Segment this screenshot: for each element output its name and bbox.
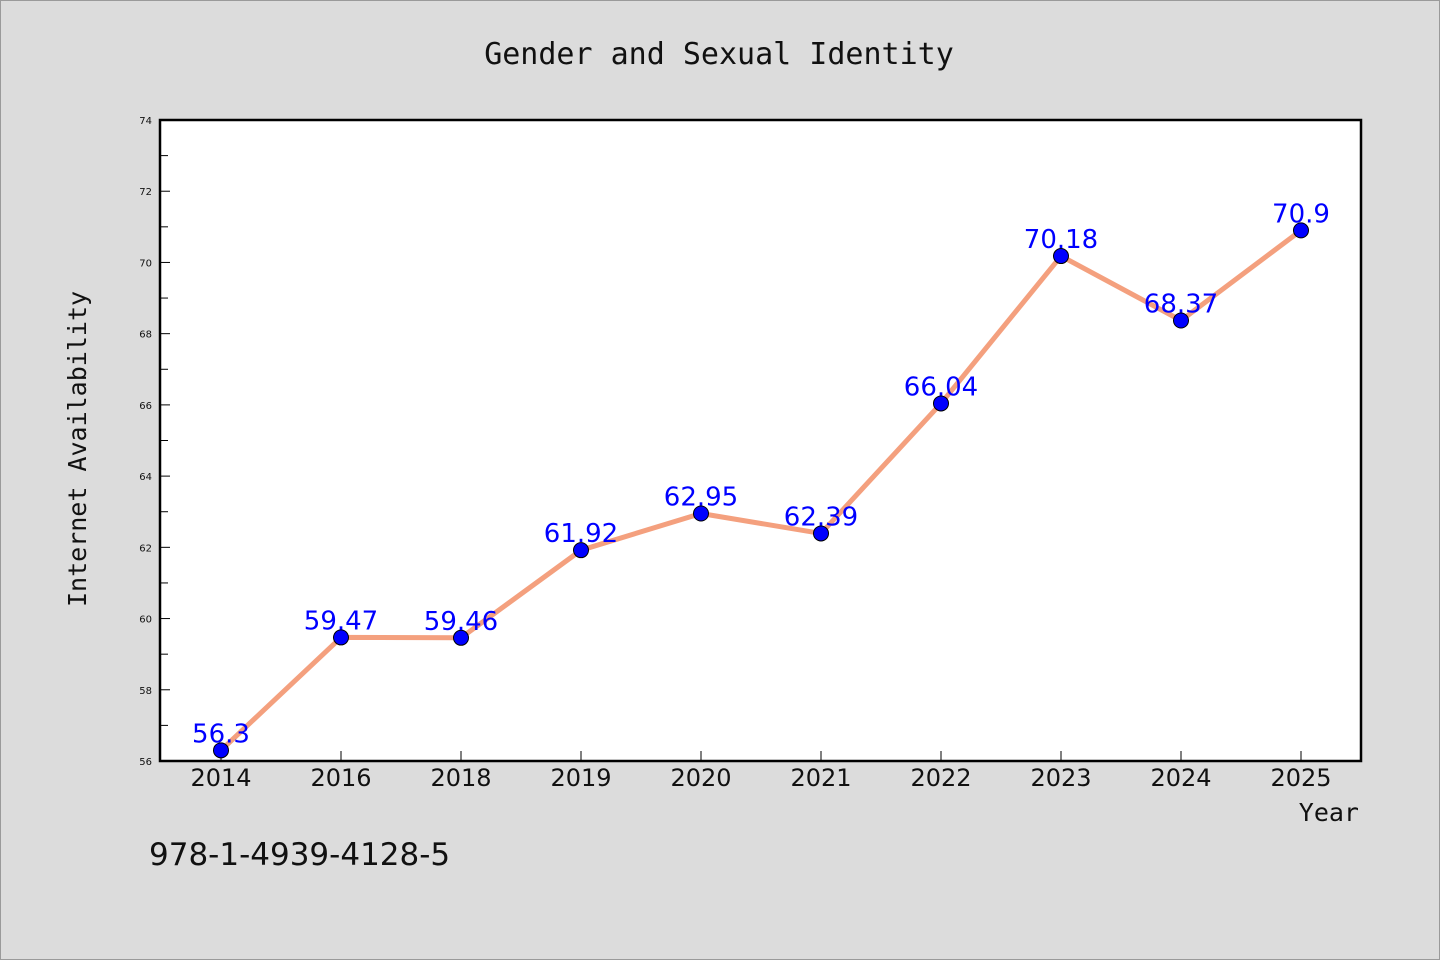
x-tick-label: 2014: [190, 764, 251, 792]
y-axis-ticks: 56 58 60 62 64 66 68 70 72 74: [139, 116, 170, 768]
data-label: 56.3: [192, 719, 250, 749]
x-axis-label: Year: [1299, 798, 1359, 827]
y-tick-label: 68: [139, 330, 152, 341]
x-tick-label: 2021: [790, 764, 851, 792]
data-point: [933, 395, 949, 412]
series-points-group: [213, 222, 1309, 759]
data-labels-group: 56.3 59.47 59.46 61.92 62.95 62.39 66.04 70.18 6…: [192, 199, 1330, 749]
plot-frame: [158, 118, 1363, 763]
data-point: [1053, 248, 1069, 265]
plot-area: [160, 120, 1361, 761]
y-tick-label: 66: [139, 401, 152, 412]
x-tick-label: 2023: [1030, 764, 1091, 792]
y-tick-label: 62: [139, 543, 152, 554]
data-label: 59.47: [304, 606, 378, 636]
data-point: [453, 629, 469, 646]
y-axis-label: Internet Availability: [63, 291, 92, 607]
data-label: 70.9: [1272, 199, 1330, 229]
series-line: [218, 227, 1304, 753]
data-point: [1293, 222, 1309, 239]
data-point: [573, 542, 589, 559]
chart-title: Gender and Sexual Identity: [484, 37, 954, 72]
data-label: 68.37: [1144, 289, 1218, 319]
isbn-label: 978-1-4939-4128-5: [149, 837, 450, 873]
data-label: 59.46: [424, 607, 498, 637]
data-point: [693, 505, 709, 522]
x-tick-label: 2020: [670, 764, 731, 792]
y-tick-label: 70: [139, 258, 152, 269]
x-tick-label: 2025: [1270, 764, 1331, 792]
x-tick-label: 2022: [910, 764, 971, 792]
y-tick-label: 58: [139, 686, 152, 697]
data-point: [213, 742, 229, 759]
x-tick-label: 2024: [1150, 764, 1211, 792]
data-label: 62.95: [664, 483, 738, 513]
y-tick-label: 74: [139, 116, 152, 127]
data-point: [813, 525, 829, 542]
data-label: 62.39: [784, 502, 858, 532]
y-tick-label: 60: [139, 615, 152, 626]
x-tick-label: 2016: [310, 764, 371, 792]
data-label: 70.18: [1024, 225, 1098, 255]
y-tick-label: 72: [139, 187, 152, 198]
x-tick-label: 2019: [550, 764, 611, 792]
series-line-group: [218, 227, 1304, 753]
data-label: 66.04: [904, 372, 978, 402]
data-label: 61.92: [544, 519, 618, 549]
data-point: [1173, 312, 1189, 329]
data-point: [333, 629, 349, 646]
x-tick-label: 2018: [430, 764, 491, 792]
y-tick-label: 64: [139, 472, 152, 483]
y-tick-label: 56: [139, 757, 152, 768]
